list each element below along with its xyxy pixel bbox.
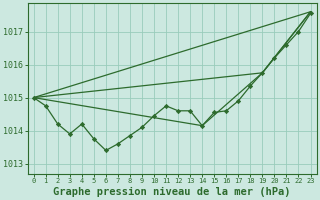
X-axis label: Graphe pression niveau de la mer (hPa): Graphe pression niveau de la mer (hPa): [53, 186, 291, 197]
